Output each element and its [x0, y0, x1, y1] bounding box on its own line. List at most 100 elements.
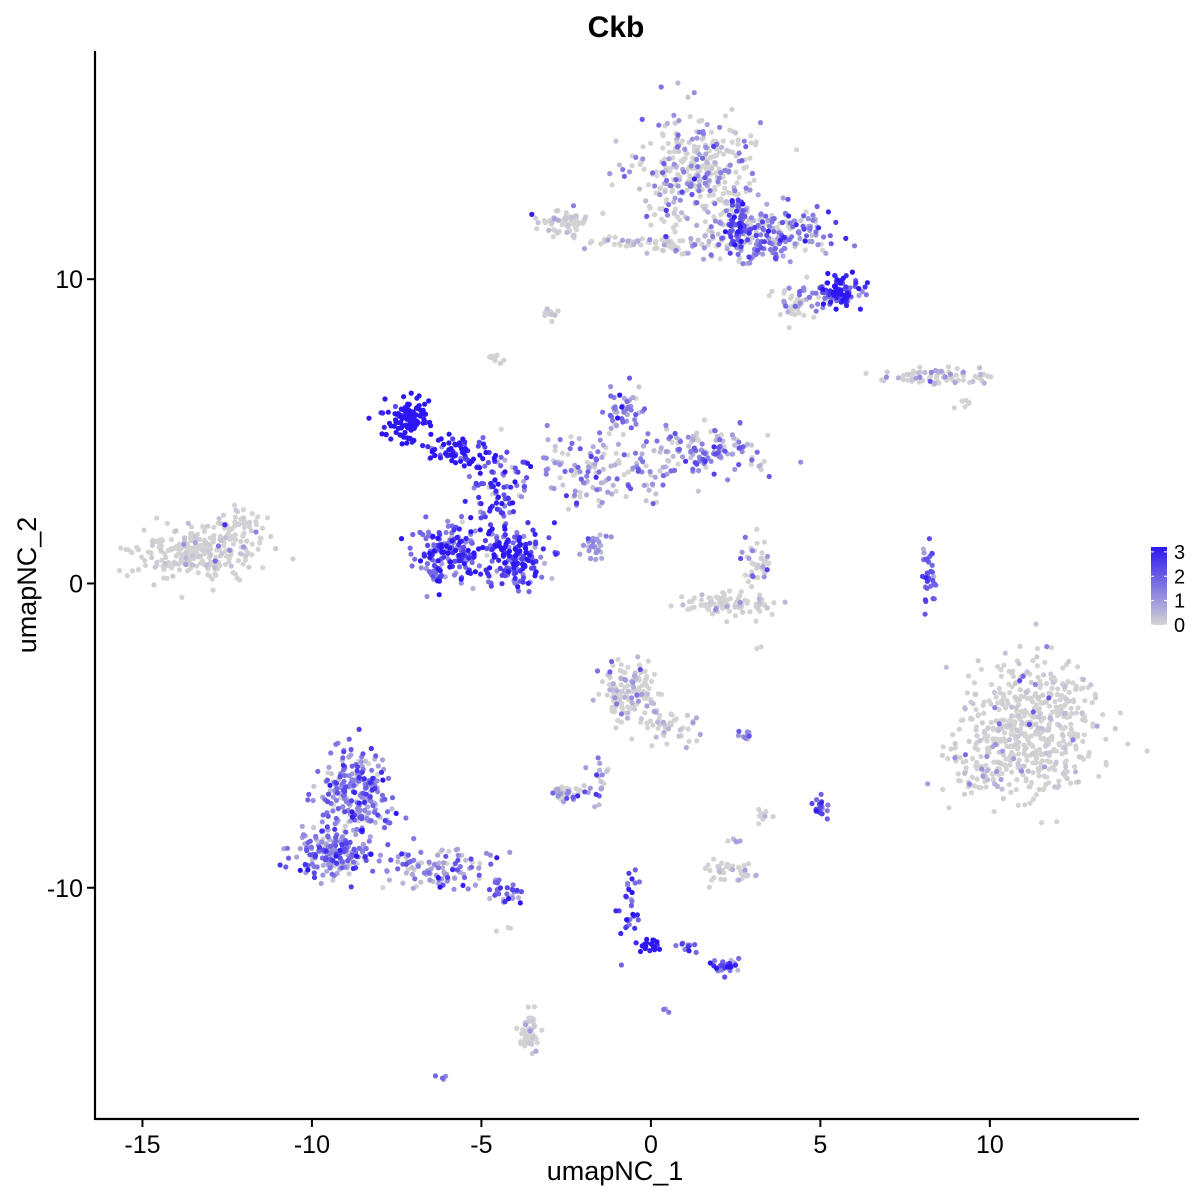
cell-point: [260, 565, 266, 571]
cell-point: [708, 129, 715, 135]
cell-point: [740, 201, 746, 207]
cell-point: [851, 243, 858, 249]
cell-point: [580, 542, 587, 549]
cell-point: [797, 300, 803, 306]
cell-point: [557, 436, 563, 443]
cell-point: [709, 166, 715, 172]
cell-point: [386, 877, 392, 883]
cell-point: [1089, 699, 1095, 706]
x-axis-ticks: -15 -10 -5 0 5 10: [124, 1119, 1004, 1159]
cell-point: [501, 568, 507, 574]
cell-point: [1003, 705, 1009, 711]
cell-point: [1082, 698, 1088, 704]
cell-point: [461, 450, 467, 457]
cell-point: [939, 752, 946, 759]
cell-point: [1047, 715, 1053, 721]
cell-point: [702, 206, 708, 212]
cell-point: [1046, 721, 1052, 727]
cell-point: [420, 407, 426, 413]
cell-point: [650, 170, 656, 176]
cell-point: [354, 826, 360, 832]
cell-point: [445, 874, 451, 881]
cell-point: [439, 865, 446, 871]
cell-point: [379, 757, 386, 763]
cell-point: [996, 706, 1002, 713]
cell-point: [353, 853, 360, 859]
cell-point: [517, 541, 523, 548]
cell-point: [741, 165, 747, 171]
cell-point: [1002, 730, 1008, 736]
cell-point: [613, 422, 620, 428]
cell-point: [626, 870, 632, 876]
cell-point: [664, 177, 670, 184]
cell-point: [746, 254, 752, 260]
cell-point: [646, 487, 652, 493]
cell-point: [985, 733, 991, 739]
legend-tick-label: 0: [1174, 615, 1185, 637]
cell-point: [345, 858, 351, 864]
cell-point: [315, 768, 321, 775]
cell-point: [1060, 733, 1066, 739]
cell-point: [818, 800, 824, 806]
cell-point: [996, 759, 1002, 766]
cell-point: [325, 791, 332, 797]
cell-point: [512, 479, 518, 485]
cell-point: [463, 857, 469, 863]
cell-point: [417, 529, 423, 536]
cell-point: [803, 233, 810, 239]
cell-point: [337, 855, 343, 861]
cell-point: [381, 825, 388, 831]
cell-point: [528, 1018, 534, 1024]
cell-point: [332, 826, 338, 832]
cell-point: [212, 564, 218, 571]
cell-point: [792, 241, 798, 247]
cell-point: [686, 443, 692, 449]
cell-point: [332, 821, 338, 827]
cell-point: [979, 720, 985, 726]
cell-point: [668, 603, 674, 609]
cell-point: [209, 576, 215, 582]
cell-point: [1073, 686, 1079, 693]
cell-point: [950, 732, 956, 738]
cell-point: [727, 588, 733, 594]
cell-point: [486, 531, 492, 537]
cell-point: [720, 959, 726, 965]
cell-point: [551, 520, 558, 526]
cell-point: [549, 318, 555, 325]
cell-point: [370, 775, 376, 782]
cell-point: [333, 834, 339, 840]
cell-point: [781, 290, 787, 296]
cell-point: [353, 831, 359, 838]
cell-point: [221, 543, 227, 549]
cell-point: [640, 156, 646, 162]
cell-point: [399, 441, 405, 447]
cell-point: [735, 251, 741, 257]
cell-point: [517, 548, 523, 554]
cell-point: [726, 212, 732, 218]
cell-point: [732, 442, 738, 448]
cell-point: [679, 138, 686, 144]
cell-point: [425, 529, 432, 535]
cell-point: [436, 860, 442, 866]
cell-point: [339, 865, 345, 871]
cell-point: [728, 222, 734, 229]
cell-point: [597, 430, 603, 436]
cell-point: [771, 229, 777, 235]
cell-point: [818, 804, 824, 810]
cell-point: [519, 1031, 525, 1037]
cell-point: [644, 250, 650, 256]
cell-point: [686, 139, 692, 145]
cell-point: [630, 911, 636, 918]
cell-point: [684, 187, 690, 193]
cell-point: [781, 234, 787, 240]
cell-point: [995, 728, 1001, 734]
cell-point: [311, 870, 317, 876]
cell-point: [1043, 781, 1049, 788]
cell-point: [181, 537, 188, 543]
cell-point: [809, 238, 815, 244]
cell-point: [597, 532, 603, 538]
cell-point: [721, 870, 727, 876]
cell-point: [1045, 727, 1052, 733]
cell-point: [670, 453, 676, 459]
cell-point: [654, 939, 660, 945]
